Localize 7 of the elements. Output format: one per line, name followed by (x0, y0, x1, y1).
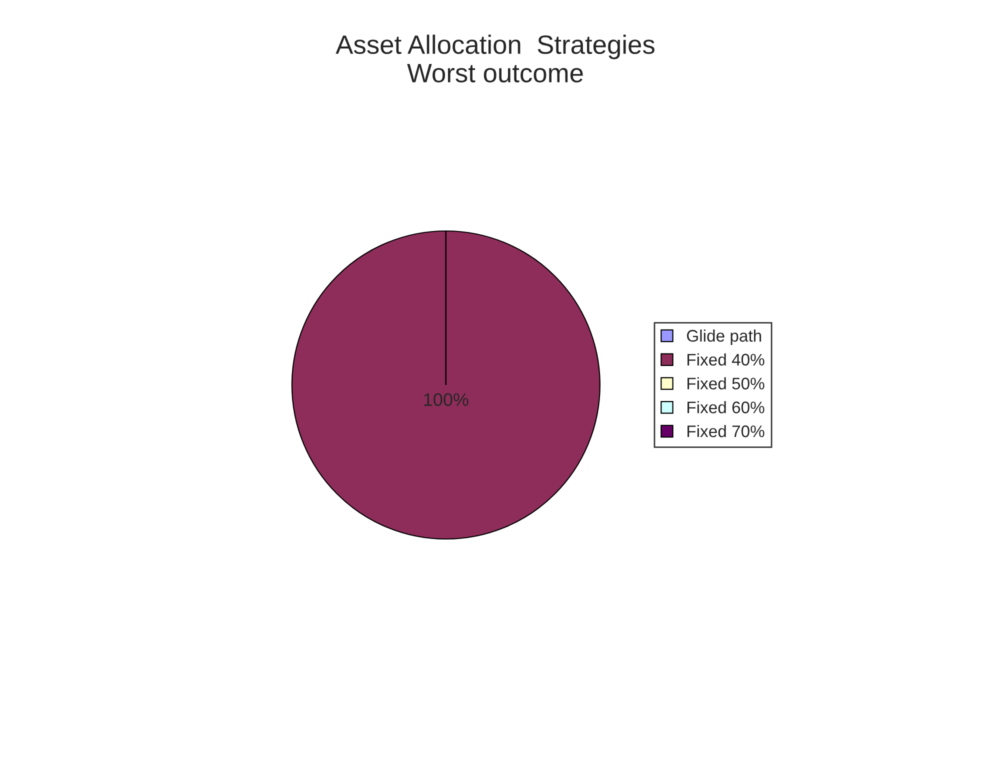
chart-title: Asset Allocation Strategies Worst outcome (336, 34, 654, 82)
data-label: 100% (424, 393, 468, 406)
legend-label: Fixed 70% (688, 424, 764, 438)
legend-label: Fixed 40% (688, 353, 764, 366)
legend-label: Fixed 50% (688, 377, 764, 390)
legend-label: Fixed 60% (688, 401, 764, 414)
legend-label: Glide path (686, 329, 762, 346)
